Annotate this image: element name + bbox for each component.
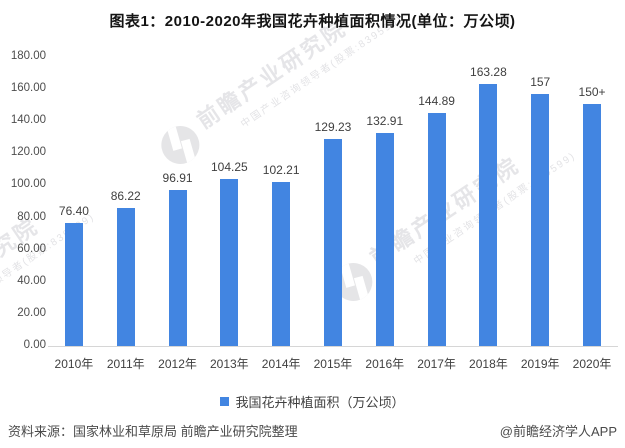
bar-value-label: 102.21 bbox=[262, 162, 300, 177]
x-tick-label: 2013年 bbox=[209, 357, 249, 371]
bar-slot: 76.40 bbox=[48, 57, 100, 346]
bar-slot: 163.28 bbox=[463, 57, 515, 346]
y-tick-label: 40.00 bbox=[17, 274, 46, 287]
bar-slot: 102.21 bbox=[255, 57, 307, 346]
bar-2010年 bbox=[64, 223, 83, 346]
bar-2015年 bbox=[323, 138, 342, 346]
bar-slot: 104.25 bbox=[203, 57, 255, 346]
bar-slot: 150+ bbox=[566, 57, 618, 346]
legend-label: 我国花卉种植面积（万公顷） bbox=[235, 395, 405, 410]
x-tick-label: 2016年 bbox=[365, 357, 405, 371]
bar-slot: 157 bbox=[514, 57, 566, 346]
bar-2014年 bbox=[272, 181, 291, 346]
bar-slot: 129.23 bbox=[307, 57, 359, 346]
legend: 我国花卉种植面积（万公顷） bbox=[0, 392, 625, 411]
bar-value-label: 163.28 bbox=[470, 64, 507, 79]
bar-2019年 bbox=[531, 93, 550, 346]
bar-slot: 86.22 bbox=[100, 57, 152, 346]
footer: 资料来源：国家林业和草原局 前瞻产业研究院整理 @前瞻经济学人APP bbox=[8, 421, 617, 440]
y-tick-label: 60.00 bbox=[17, 242, 46, 255]
x-tick-label: 2015年 bbox=[313, 357, 353, 371]
bar-value-label: 144.89 bbox=[418, 94, 455, 109]
bar-slot: 144.89 bbox=[411, 57, 463, 346]
bar-2018年 bbox=[479, 83, 498, 346]
x-tick-label: 2020年 bbox=[572, 357, 612, 371]
legend-swatch bbox=[220, 397, 230, 406]
bar-2011年 bbox=[116, 207, 135, 346]
x-tick-label: 2018年 bbox=[469, 357, 508, 371]
bar-2020年 bbox=[583, 104, 602, 346]
bar-2016年 bbox=[375, 132, 394, 346]
y-tick-label: 100.00 bbox=[10, 178, 46, 191]
bar-slot: 132.91 bbox=[359, 57, 411, 346]
bar-2013年 bbox=[220, 178, 239, 346]
y-tick-label: 140.00 bbox=[10, 114, 46, 127]
x-tick-label: 2012年 bbox=[158, 357, 197, 371]
x-tick-label: 2017年 bbox=[417, 357, 456, 371]
bar-2017年 bbox=[427, 113, 446, 346]
bar-value-label: 157 bbox=[530, 74, 551, 89]
y-tick-label: 180.00 bbox=[10, 50, 46, 62]
x-tick-label: 2010年 bbox=[54, 357, 94, 371]
x-tick-label: 2019年 bbox=[520, 357, 560, 371]
x-tick-label: 2011年 bbox=[106, 357, 145, 371]
bar-value-label: 104.25 bbox=[210, 159, 248, 174]
chart-title: 图表1：2010-2020年我国花卉种植面积情况(单位：万公顷) bbox=[109, 13, 516, 30]
plot-area: 76.40 86.22 96.91 104.25 102.21 129.23 132.91 1… bbox=[48, 57, 618, 347]
y-tick-label: 0.00 bbox=[23, 339, 46, 351]
bar-value-label: 96.91 bbox=[162, 171, 193, 186]
y-tick-label: 160.00 bbox=[10, 82, 46, 95]
bar-value-label: 76.40 bbox=[58, 204, 89, 219]
bar-value-label: 150+ bbox=[578, 85, 606, 100]
y-tick-label: 80.00 bbox=[17, 210, 46, 223]
bar-value-label: 86.22 bbox=[110, 188, 141, 203]
bar-slot: 96.91 bbox=[152, 57, 204, 346]
bar-value-label: 129.23 bbox=[314, 119, 352, 134]
x-axis: 2010年 2011年 2012年 2013年 2014年 2015年 2016年 2017年… bbox=[48, 355, 618, 372]
credit-note: @前瞻经济学人APP bbox=[499, 424, 617, 439]
y-tick-label: 120.00 bbox=[10, 146, 46, 159]
bar-value-label: 132.91 bbox=[366, 113, 404, 128]
bar-2012年 bbox=[168, 190, 187, 346]
x-tick-label: 2014年 bbox=[261, 357, 301, 371]
source-note: 资料来源：国家林业和草原局 前瞻产业研究院整理 bbox=[8, 424, 298, 439]
y-tick-label: 20.00 bbox=[17, 306, 46, 319]
